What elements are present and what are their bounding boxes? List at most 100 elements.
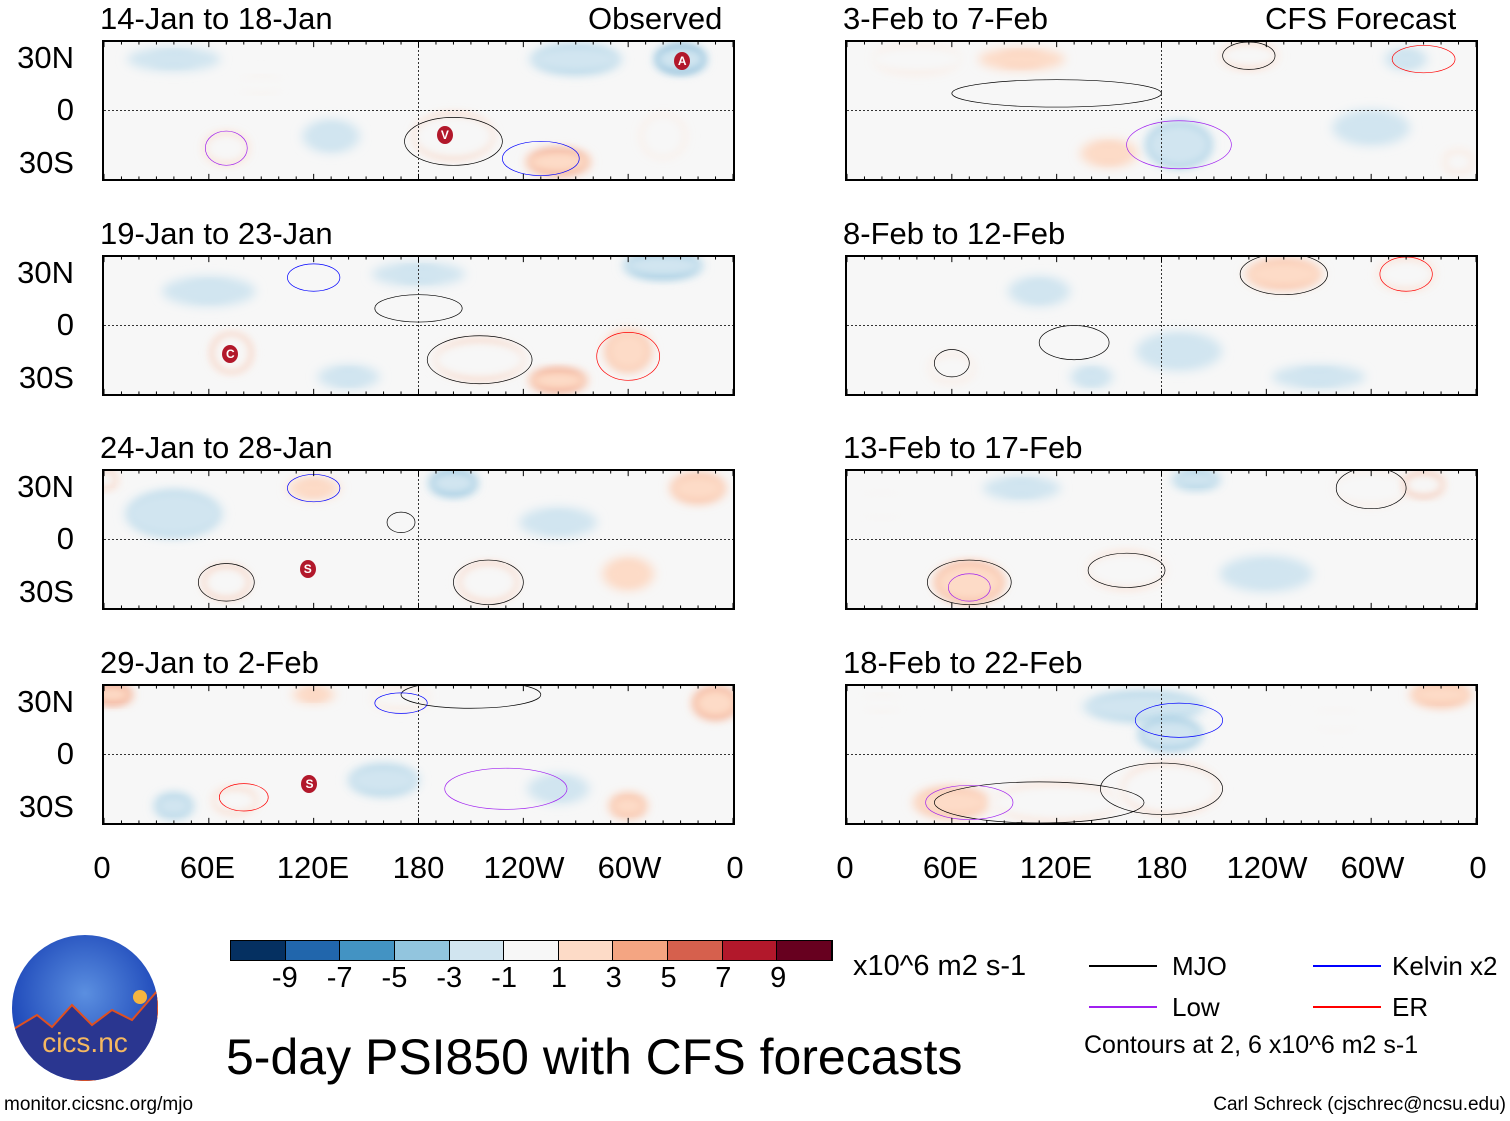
- lon-label: 0: [726, 850, 744, 885]
- panel-title: 13-Feb to 17-Feb: [843, 430, 1083, 465]
- system-marker: C: [222, 344, 239, 363]
- lon-label: 180: [392, 850, 445, 885]
- colorbar-swatch: [668, 941, 723, 960]
- map-panel: [102, 255, 735, 396]
- cics-logo: cics.nc: [12, 935, 158, 1081]
- psi-anomaly-blob: [104, 471, 118, 490]
- wave-contour: [1039, 326, 1109, 360]
- lat-label: 0: [56, 307, 74, 342]
- wave-contour: [927, 560, 1011, 605]
- psi-anomaly-blob: [982, 475, 1061, 501]
- psi-anomaly-blob: [202, 131, 250, 165]
- psi-anomaly-blob: [526, 149, 591, 175]
- lon-label: 60W: [597, 850, 662, 885]
- colorbar-swatch: [777, 941, 833, 960]
- map-panel: [845, 684, 1478, 825]
- psi-anomaly-blob: [432, 339, 527, 380]
- colorbar: [230, 940, 833, 961]
- psi-anomaly-blob: [693, 687, 733, 719]
- wave-contour: [401, 686, 541, 708]
- wave-contour: [453, 560, 523, 605]
- psi-anomaly-blob: [1403, 473, 1444, 497]
- map-panel: [845, 40, 1478, 181]
- colorbar-swatch: [285, 941, 341, 960]
- psi-anomaly-blob: [609, 793, 647, 819]
- legend-line-mjo: [1089, 965, 1157, 967]
- colorbar-swatch: [231, 941, 286, 960]
- wave-contour: [934, 349, 969, 376]
- map-panel: [845, 255, 1478, 396]
- psi-anomaly-blob: [292, 686, 336, 704]
- psi-anomaly-blob: [317, 364, 380, 390]
- wave-contour: [597, 332, 660, 380]
- psi-anomaly-blob: [850, 690, 914, 716]
- psi-anomaly-blob: [1119, 762, 1221, 816]
- psi-anomaly-blob: [1008, 276, 1071, 307]
- map-panel: [102, 469, 735, 610]
- map-panel: [845, 469, 1478, 610]
- lon-label: 180: [1135, 850, 1188, 885]
- psi-anomaly-blob: [302, 119, 360, 154]
- wave-contour: [1336, 471, 1406, 509]
- colorbar-label: 5: [660, 962, 677, 994]
- wave-contour: [926, 785, 1013, 819]
- colorbar-label: 7: [715, 962, 732, 994]
- wave-contour: [1088, 553, 1165, 587]
- wave-contour: [375, 693, 427, 714]
- psi-anomaly-blob: [154, 793, 194, 819]
- wave-contour: [287, 264, 339, 291]
- lon-label: 60E: [922, 850, 979, 885]
- psi-anomaly-blob: [1297, 705, 1376, 736]
- wave-contour: [1127, 121, 1232, 169]
- psi-anomaly-blob: [1145, 121, 1213, 168]
- wave-contour: [198, 563, 254, 601]
- map-canvas: [847, 471, 1476, 608]
- psi-anomaly-blob: [162, 276, 256, 307]
- legend-label-low: Low: [1172, 992, 1220, 1022]
- psi-anomaly-blob: [519, 507, 598, 538]
- system-marker: V: [436, 126, 453, 145]
- map-panel: [102, 684, 735, 825]
- colorbar-swatch: [613, 941, 669, 960]
- wave-contour: [1392, 45, 1455, 72]
- source-link[interactable]: monitor.cicsnc.org/mjo: [4, 1094, 194, 1115]
- colorbar-swatch: [722, 941, 778, 960]
- psi-anomaly-blob: [670, 472, 727, 504]
- colorbar-label: -1: [491, 962, 517, 994]
- colorbar-label: -5: [381, 962, 408, 994]
- panel-title: 18-Feb to 22-Feb: [843, 645, 1083, 680]
- psi-anomaly-blob: [1442, 149, 1475, 175]
- lon-label: 120E: [1019, 850, 1093, 885]
- panel-title: 8-Feb to 12-Feb: [843, 216, 1066, 251]
- psi-anomaly-blob: [989, 782, 1124, 823]
- lon-label: 60W: [1340, 850, 1405, 885]
- colorbar-label: -9: [271, 962, 298, 994]
- colorbar-swatch: [558, 941, 614, 960]
- psi-anomaly-blob: [912, 787, 991, 818]
- colorbar-label: 3: [605, 962, 622, 994]
- legend-line-kelvin: [1313, 965, 1381, 967]
- lat-label: 0: [56, 92, 74, 127]
- author-credit: Carl Schreck (cjschrec@ncsu.edu): [1213, 1094, 1506, 1115]
- psi-anomaly-blob: [211, 787, 259, 814]
- colorbar-label: 1: [550, 962, 567, 994]
- wave-contour: [1135, 703, 1222, 737]
- psi-anomaly-blob: [1330, 471, 1413, 508]
- wave-contour: [952, 80, 1162, 107]
- psi-anomaly-blob: [1384, 47, 1428, 71]
- wave-contour: [205, 131, 247, 165]
- psi-anomaly-blob: [458, 562, 519, 603]
- observed-header: Observed: [588, 1, 723, 36]
- wave-contour: [502, 141, 579, 175]
- map-canvas: [847, 257, 1476, 394]
- psi-anomaly-blob: [1081, 691, 1207, 722]
- map-canvas: [104, 257, 733, 394]
- wave-contour: [948, 574, 990, 601]
- psi-anomaly-blob: [527, 773, 590, 804]
- colorbar-swatch: [340, 941, 395, 960]
- panel-title: 29-Jan to 2-Feb: [100, 645, 319, 680]
- psi-anomaly-blob: [222, 72, 301, 98]
- psi-anomaly-blob: [1084, 550, 1169, 590]
- legend-label-mjo: MJO: [1172, 951, 1227, 981]
